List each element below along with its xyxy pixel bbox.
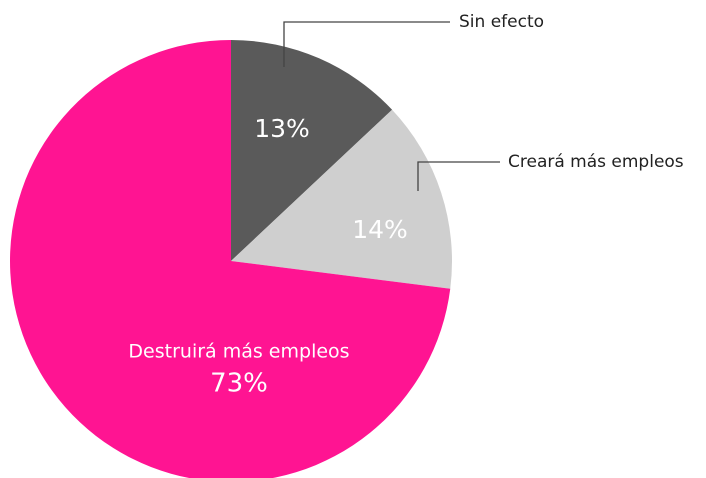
callout-line (417, 161, 500, 191)
callout-category-label: Sin efecto (459, 12, 544, 32)
pie-slice-creara-mas-empleos (231, 109, 453, 289)
slice-category-label: Destruirá más empleos (128, 341, 349, 363)
pie-slices (10, 40, 453, 478)
pie-labels: 13% Sin efecto 14% Creará más empleos Destru… (128, 12, 683, 399)
callout-lines (283, 21, 500, 191)
slice-value-label: 13% (254, 114, 310, 143)
callout-line (283, 21, 450, 67)
slice-value-label: 73% (210, 369, 268, 399)
slice-value-label: 14% (352, 215, 408, 244)
pie-slice-destruira-mas-empleos (10, 40, 451, 478)
callout-category-label: Creará más empleos (508, 152, 684, 172)
pie-slice-sin-efecto (231, 40, 393, 261)
